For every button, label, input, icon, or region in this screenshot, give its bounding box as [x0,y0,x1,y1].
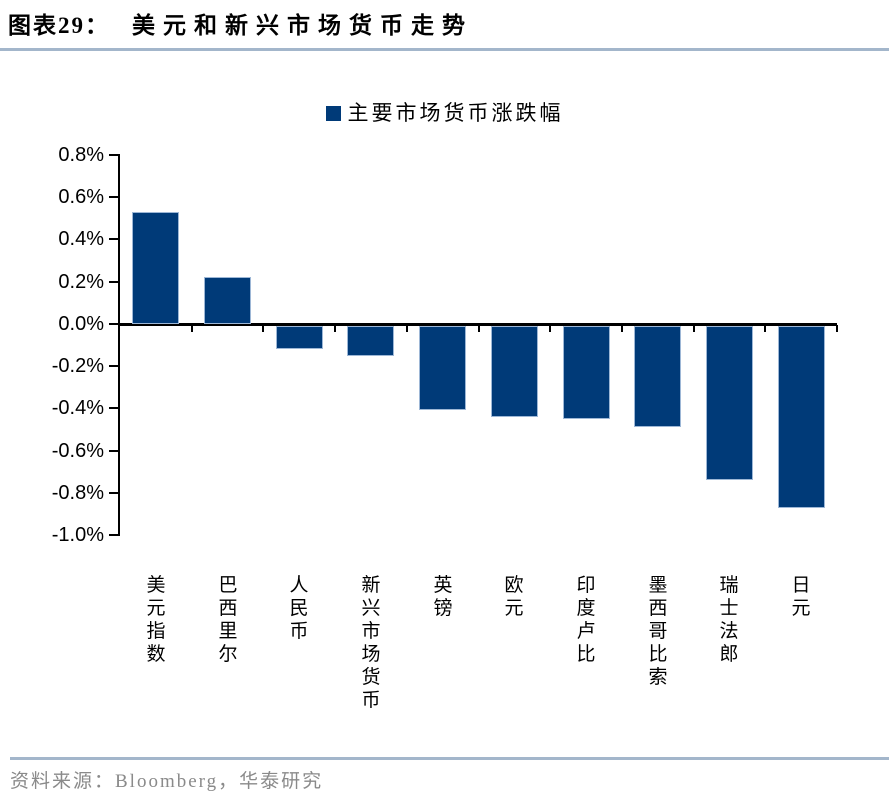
legend-label: 主要市场货币涨跌幅 [347,101,564,125]
x-category-label: 英镑 [431,574,455,620]
x-category-label: 墨西哥比索 [646,574,670,689]
figure-number-label: 图表29： [8,13,110,38]
x-category-label-char: 镑 [433,598,453,619]
x-category-label-char: 新 [361,575,381,596]
y-tick [109,196,118,198]
x-category-label-char: 里 [218,621,238,642]
x-category-label-char: 人 [289,575,309,596]
x-category-label-char: 郎 [719,644,739,665]
x-category-label: 巴西里尔 [216,574,240,666]
x-category-label-char: 元 [504,598,524,619]
x-category-label-char: 士 [719,598,739,619]
x-category-label-char: 巴 [218,575,238,596]
source-note: 资料来源：Bloomberg，华泰研究 [10,771,324,792]
bar [634,326,681,427]
x-category-label-char: 日 [791,575,811,596]
bar [419,326,466,410]
x-category-label-char: 币 [289,621,309,642]
bar [132,212,179,324]
x-category-label-char: 数 [146,644,166,665]
y-tick [109,154,118,156]
x-category-label-char: 英 [433,575,453,596]
y-tick-label: -0.6% [51,440,104,462]
y-tick [109,365,118,367]
figure-title: 美元和新兴市场货币走势 [132,13,473,38]
x-category-label-char: 卢 [576,621,596,642]
legend-swatch-icon [325,106,341,121]
x-category-label-char: 市 [361,621,381,642]
x-category-label: 欧元 [502,574,526,620]
chart-legend: 主要市场货币涨跌幅 [0,103,889,124]
y-axis-line [118,154,120,536]
y-tick [109,534,118,536]
x-category-label-char: 民 [289,598,309,619]
x-category-label-char: 哥 [648,621,668,642]
x-tick [191,325,193,332]
bar [204,277,251,324]
x-axis-zero-line [118,323,837,326]
bar [778,326,825,508]
x-tick [478,325,480,332]
y-tick [109,323,118,325]
x-category-label-char: 西 [648,598,668,619]
bar [347,326,394,356]
x-category-label-char: 法 [719,621,739,642]
title-divider-line [0,48,889,51]
x-tick [764,325,766,332]
x-category-label-char: 兴 [361,598,381,619]
y-tick [109,407,118,409]
y-tick-label: -0.8% [51,482,104,504]
x-tick [262,325,264,332]
y-tick-label: -0.4% [51,397,104,419]
bar [706,326,753,480]
x-category-label-char: 度 [576,598,596,619]
x-category-label: 人民币 [287,574,311,643]
x-category-label-char: 瑞 [719,575,739,596]
x-category-label: 日元 [789,574,813,620]
x-category-label-char: 西 [218,598,238,619]
x-tick [693,325,695,332]
x-category-label: 瑞士法郎 [717,574,741,666]
x-category-label-char: 币 [361,690,381,711]
y-tick [109,281,118,283]
x-category-label-char: 墨 [648,575,668,596]
x-category-label: 新兴市场货币 [359,574,383,712]
y-tick [109,492,118,494]
bar [276,326,323,349]
y-tick-label: 0.6% [58,186,104,208]
x-category-label-char: 元 [791,598,811,619]
x-category-label-char: 索 [648,667,668,688]
x-category-label-char: 场 [361,644,381,665]
y-tick-label: -0.2% [51,355,104,377]
bar [491,326,538,417]
footer-divider-line [10,757,889,760]
x-category-label: 印度卢比 [574,574,598,666]
x-category-label-char: 指 [146,621,166,642]
y-tick-label: 0.8% [58,144,104,166]
x-tick [406,325,408,332]
x-category-label-char: 印 [576,575,596,596]
x-tick [334,325,336,332]
bar [563,326,610,419]
x-category-label-char: 比 [648,644,668,665]
y-tick-label: 0.2% [58,271,104,293]
x-category-label-char: 元 [146,598,166,619]
y-tick-label: -1.0% [51,524,104,546]
x-category-label: 美元指数 [144,574,168,666]
x-tick [621,325,623,332]
y-tick [109,238,118,240]
figure-title-row: 图表29： 美元和新兴市场货币走势 [8,6,473,40]
x-category-label-char: 欧 [504,575,524,596]
x-category-label-char: 尔 [218,644,238,665]
x-category-label-char: 美 [146,575,166,596]
x-tick [549,325,551,332]
x-category-label-char: 比 [576,644,596,665]
y-tick-label: 0.0% [58,313,104,335]
y-tick-label: 0.4% [58,228,104,250]
x-category-label-char: 货 [361,667,381,688]
y-tick [109,450,118,452]
x-tick [836,325,838,332]
